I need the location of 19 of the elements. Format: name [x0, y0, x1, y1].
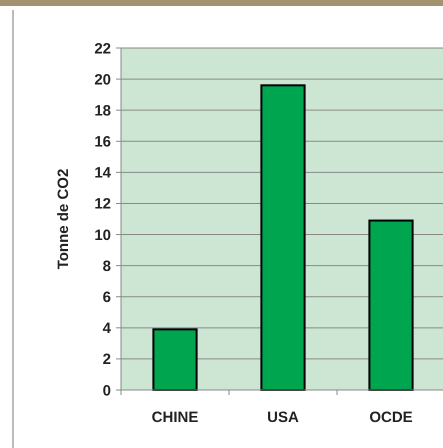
y-tick-label: 4 [102, 320, 112, 338]
y-tick-label: 0 [102, 382, 111, 400]
y-tick-label: 16 [94, 134, 111, 151]
bar [152, 328, 198, 391]
y-tick-label: 18 [94, 102, 111, 120]
y-tick-label: 14 [94, 164, 112, 182]
y-tick-label: 12 [94, 196, 111, 213]
y-tick-label: 10 [94, 226, 111, 244]
y-tick-label: 2 [102, 351, 111, 368]
y-tick-label: 6 [102, 288, 111, 306]
x-tick-label: OCDE [369, 409, 413, 426]
x-tick-label: USA [267, 409, 299, 426]
y-tick-label: 22 [94, 40, 111, 58]
bar [368, 220, 414, 391]
y-axis-title: Tonne de CO2 [55, 168, 72, 270]
y-tick-label: 20 [94, 71, 111, 88]
y-tick-label: 8 [102, 258, 111, 275]
bar [260, 84, 306, 391]
x-tick-label: CHINE [152, 409, 198, 426]
